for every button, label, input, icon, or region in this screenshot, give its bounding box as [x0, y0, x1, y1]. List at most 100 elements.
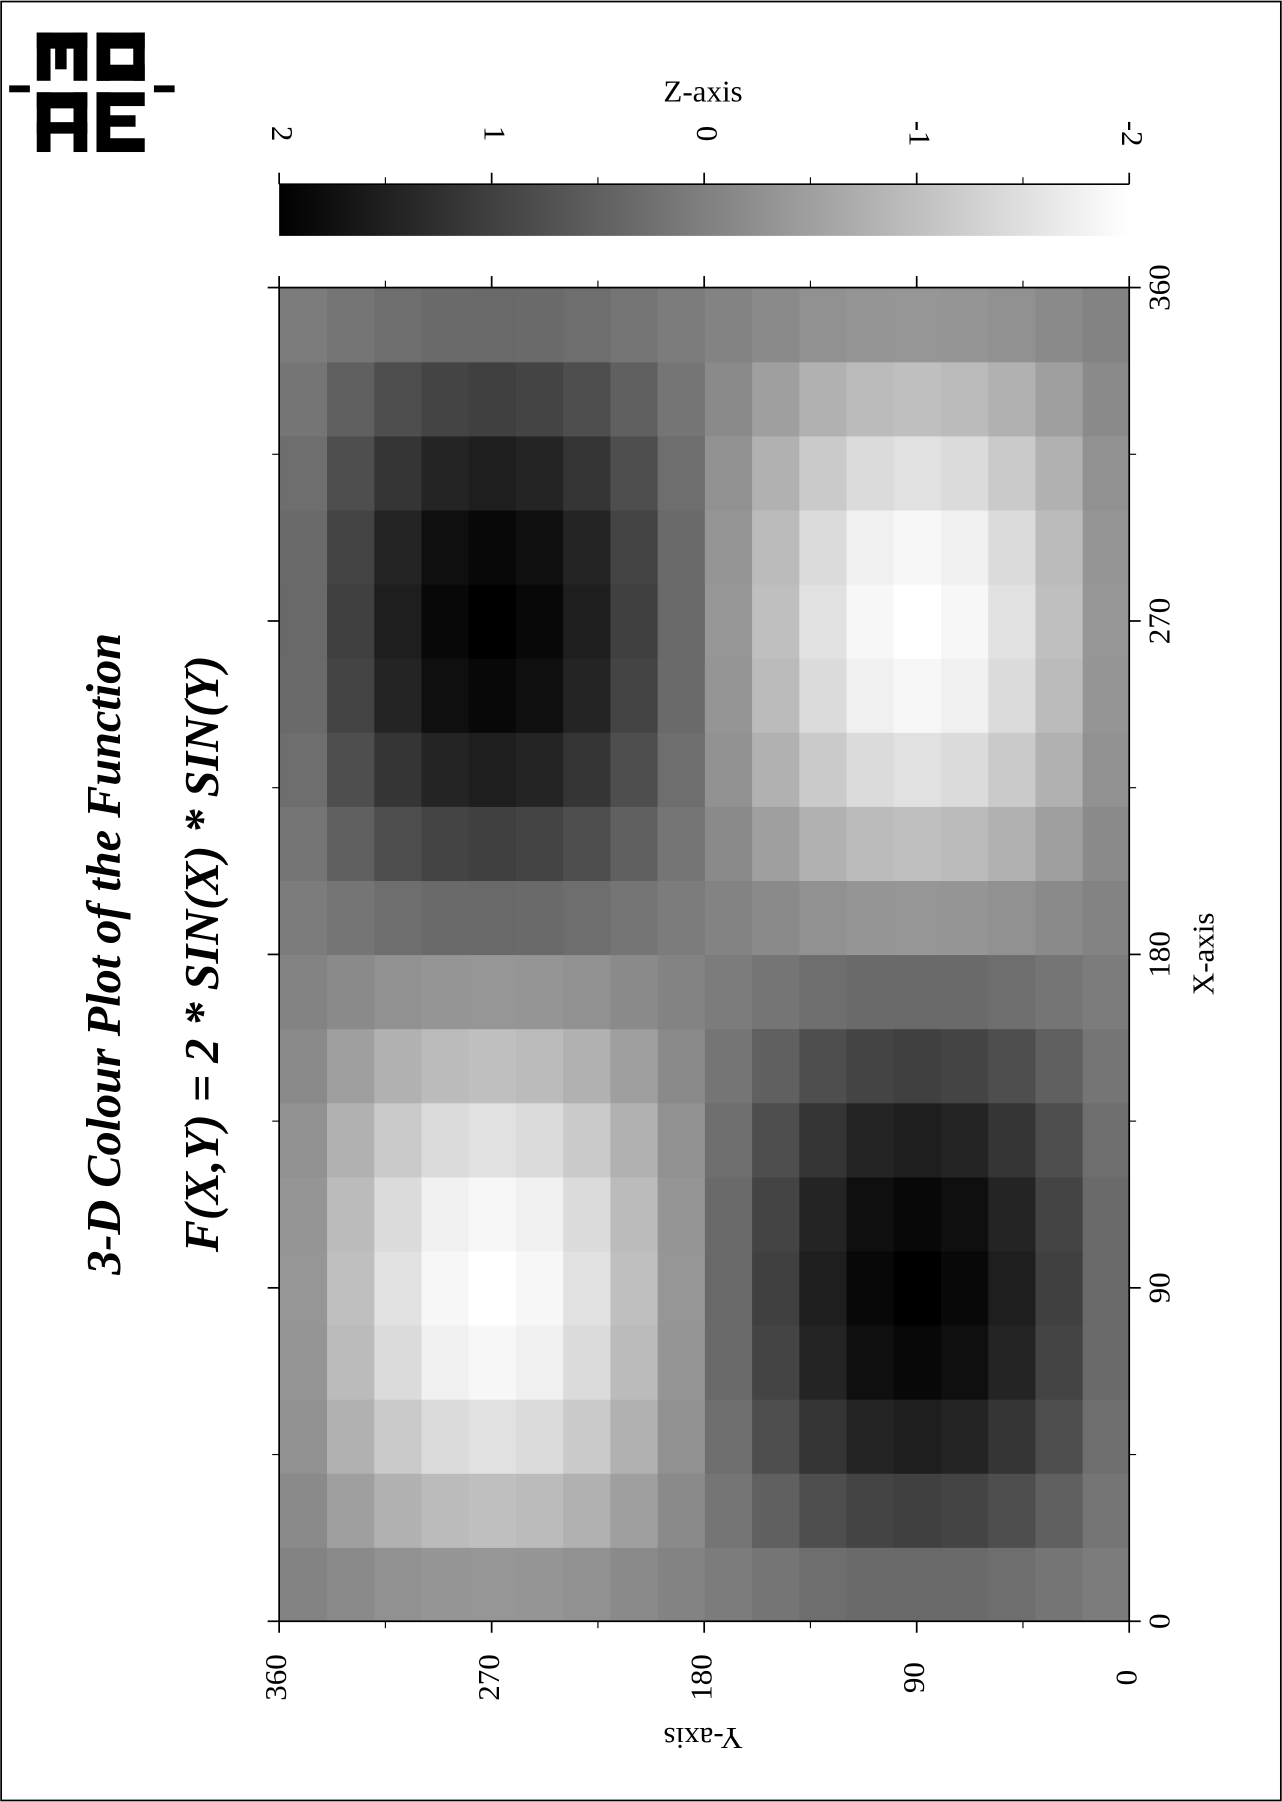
heat-cell [893, 583, 942, 659]
heat-cell [420, 1250, 469, 1326]
heat-cell [562, 361, 611, 437]
x-tick-label: 90 [1142, 1272, 1177, 1303]
heat-cell [987, 806, 1036, 882]
heat-cell [751, 435, 800, 511]
heat-cell [845, 1398, 894, 1474]
heat-cell [656, 509, 705, 585]
heat-cell [845, 1250, 894, 1326]
heat-cell [987, 435, 1036, 511]
heat-cell [940, 732, 989, 807]
heat-cell [751, 361, 800, 437]
heat-cell [845, 435, 894, 511]
chart-subtitle: F(X,Y) = 2 * SIN(X) * SIN(Y) [176, 655, 229, 1253]
heat-cell [420, 954, 469, 1030]
heat-cell [893, 732, 942, 807]
heat-cell [279, 287, 328, 363]
chart-title: 3-D Colour Plot of the Function [78, 633, 131, 1276]
heat-cell [798, 1250, 847, 1326]
heat-cell [845, 1028, 894, 1104]
heat-cell [326, 1324, 375, 1400]
heat-cell [1034, 658, 1083, 733]
heat-cell [656, 1176, 705, 1252]
heat-cell [1081, 1324, 1130, 1400]
heat-cell [798, 435, 847, 511]
heat-cell [940, 509, 989, 585]
heat-cell [940, 1398, 989, 1474]
heat-cell [515, 1102, 564, 1178]
heat-cell [562, 287, 611, 363]
heat-cell [420, 1028, 469, 1104]
heat-cell [1081, 509, 1130, 585]
heat-cell [1034, 1398, 1083, 1474]
heat-cell [420, 1547, 469, 1622]
heat-cell [326, 287, 375, 363]
heat-cell [656, 1250, 705, 1326]
colorbar [279, 184, 1130, 236]
heat-cell [987, 732, 1036, 807]
heat-cell [1081, 1028, 1130, 1104]
heat-cell [656, 954, 705, 1030]
heat-cell [798, 880, 847, 956]
heat-cell [1034, 1547, 1083, 1622]
heat-cell [562, 1176, 611, 1252]
heat-cell [609, 732, 658, 807]
heat-cell [798, 583, 847, 659]
heat-cell [562, 1547, 611, 1622]
heat-cell [704, 435, 753, 511]
y-axis-label: Y-axis [663, 1721, 742, 1756]
heat-cell [515, 806, 564, 882]
heat-cell [279, 1102, 328, 1178]
heat-cell [1081, 1473, 1130, 1548]
heat-cell [893, 361, 942, 437]
heat-cell [798, 658, 847, 733]
heat-cell [845, 1547, 894, 1622]
z-tick-label: -2 [1115, 121, 1150, 147]
heat-cell [468, 287, 516, 363]
heat-cell [656, 435, 705, 511]
heat-cell [1034, 954, 1083, 1030]
heat-cell [987, 1176, 1036, 1252]
heat-cell [326, 1028, 375, 1104]
heat-cell [562, 1028, 611, 1104]
heat-cell [326, 435, 375, 511]
heat-cell [373, 1176, 422, 1252]
heat-cell [704, 1473, 753, 1548]
heat-cell [279, 806, 328, 882]
heat-cell [798, 1176, 847, 1252]
heat-cell [1081, 806, 1130, 882]
heat-cell [1034, 1102, 1083, 1178]
heat-cell [845, 880, 894, 956]
heat-cell [468, 1547, 516, 1622]
x-tick-label: 180 [1142, 931, 1177, 978]
heat-cell [279, 1398, 328, 1474]
heat-cell [373, 1324, 422, 1400]
heat-cell [893, 287, 942, 363]
heat-cell [279, 1028, 328, 1104]
z-axis-label: Z-axis [663, 74, 742, 109]
heat-cell [893, 880, 942, 956]
heat-cell [704, 1398, 753, 1474]
heat-cell [987, 1324, 1036, 1400]
heat-cell [515, 1176, 564, 1252]
heat-cell [656, 806, 705, 882]
heat-cell [893, 1176, 942, 1252]
heat-cell [704, 1250, 753, 1326]
heat-cell [562, 1250, 611, 1326]
heat-cell [751, 1324, 800, 1400]
heat-cell [1081, 954, 1130, 1030]
heat-cell [893, 1324, 942, 1400]
heat-cell [751, 806, 800, 882]
y-tick-label: 0 [1108, 1670, 1143, 1686]
heat-cell [987, 1547, 1036, 1622]
heat-cell [893, 1250, 942, 1326]
heat-cell [704, 1176, 753, 1252]
x-tick-label: 360 [1142, 264, 1177, 311]
heat-cell [609, 1324, 658, 1400]
heat-cell [515, 361, 564, 437]
z-tick-label: 1 [478, 126, 513, 142]
heat-cell [987, 583, 1036, 659]
heat-cell [1081, 361, 1130, 437]
y-tick-label: 360 [258, 1654, 293, 1701]
heat-cell [1034, 732, 1083, 807]
heat-cell [515, 1324, 564, 1400]
